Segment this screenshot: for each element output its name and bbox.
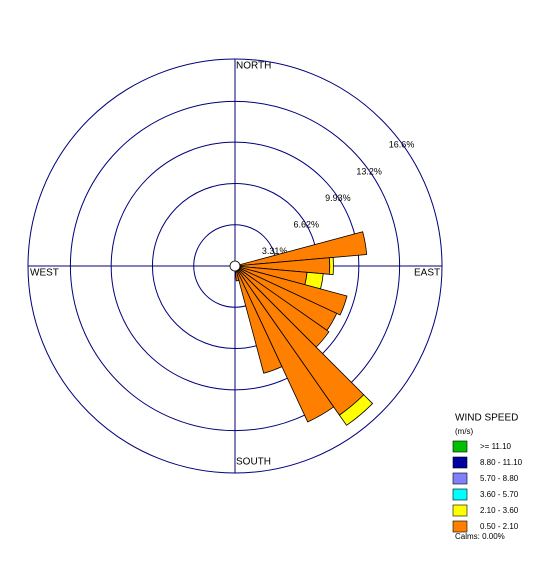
legend-label: >= 11.10	[480, 442, 512, 451]
south-label: SOUTH	[236, 457, 271, 468]
ring	[27, 58, 443, 474]
ring-label: 6.62%	[293, 219, 319, 229]
calm-circle	[229, 260, 241, 272]
legend-label: 3.60 - 5.70	[480, 490, 519, 499]
legend-swatch	[452, 488, 468, 501]
wedge	[234, 231, 368, 267]
legend-unit: (m/s)	[455, 427, 474, 436]
legend-label: 5.70 - 8.80	[480, 474, 519, 483]
ring-label: 3.31%	[262, 246, 288, 256]
legend-swatch	[452, 472, 468, 485]
legend-label: 2.10 - 3.60	[480, 506, 519, 515]
west-label: WEST	[30, 268, 59, 279]
legend-title: WIND SPEED	[455, 413, 518, 424]
ring-label: 9.93%	[325, 193, 351, 203]
legend-swatch	[452, 440, 468, 453]
legend-swatch	[452, 456, 468, 469]
wedge	[234, 265, 335, 423]
ring	[69, 100, 401, 432]
legend-swatch	[452, 520, 468, 533]
ring-label: 16.6%	[389, 139, 415, 149]
legend-label: 8.80 - 11.10	[480, 458, 523, 467]
wedge	[328, 256, 334, 276]
north-label: NORTH	[236, 61, 271, 72]
legend-label: 0.50 - 2.10	[480, 522, 519, 531]
ring	[110, 141, 360, 391]
wedge	[338, 394, 374, 426]
ring-label: 13.2%	[356, 167, 382, 177]
legend-swatch	[452, 504, 468, 517]
calms-label: Calms: 0.00%	[455, 532, 505, 541]
wedge	[234, 265, 283, 374]
wedge	[234, 265, 348, 316]
east-label: EAST	[414, 268, 440, 279]
